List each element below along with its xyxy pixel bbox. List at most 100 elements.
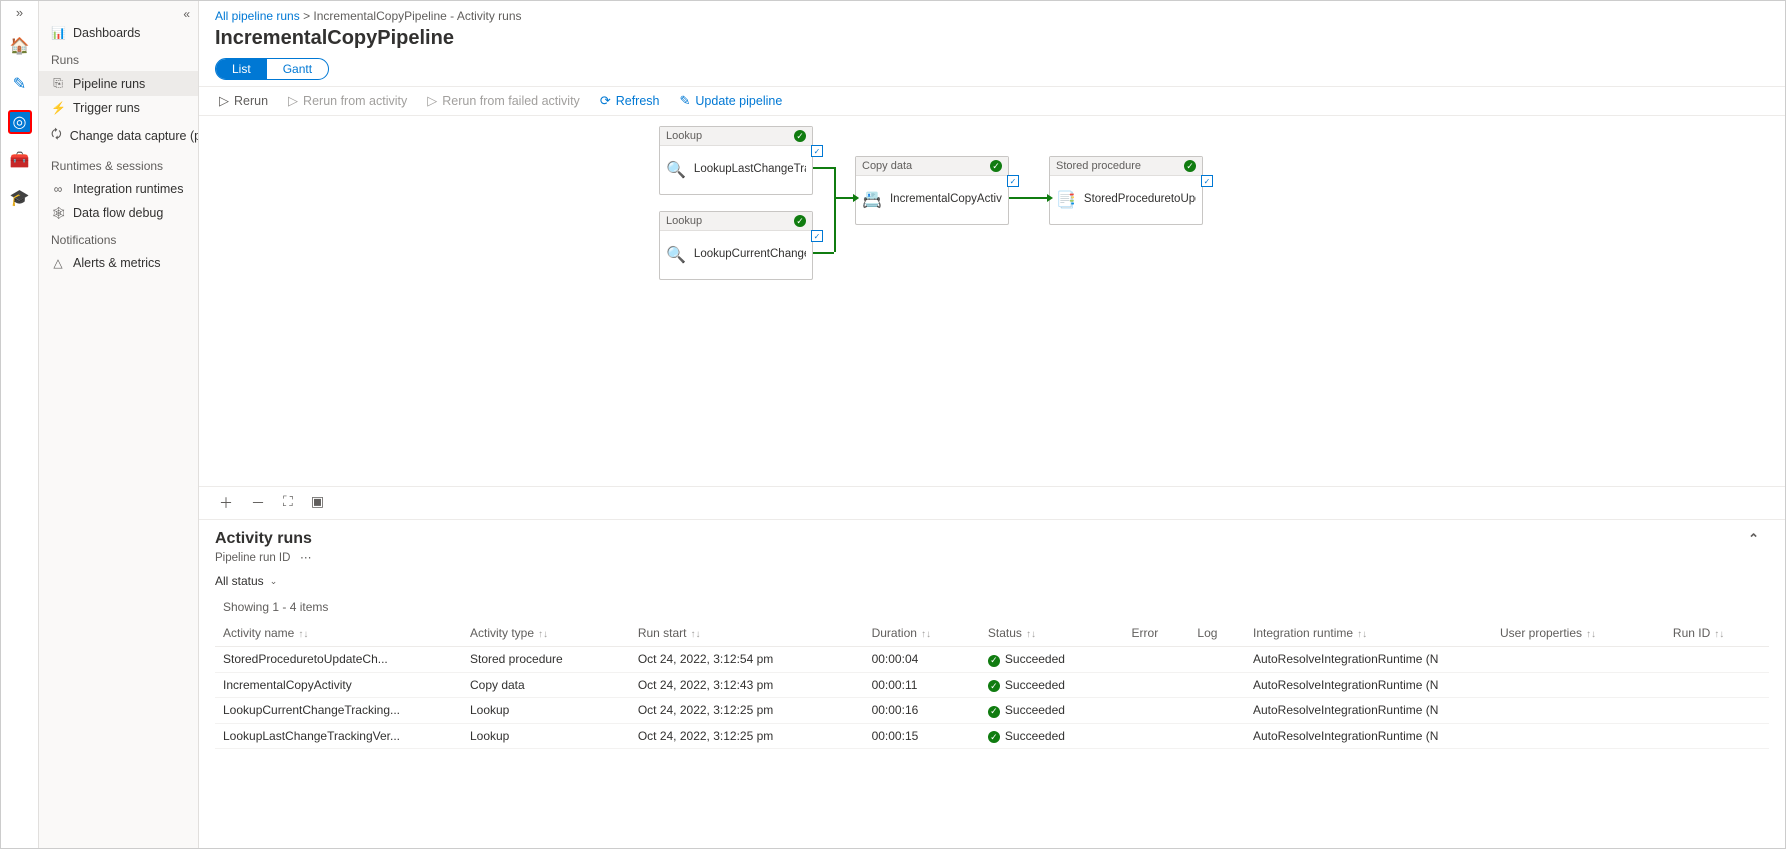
node-label: LookupCurrentChangeTrackingVersio... bbox=[694, 248, 806, 262]
breadcrumb-link[interactable]: All pipeline runs bbox=[215, 9, 300, 23]
node-header: Lookup ✓ bbox=[660, 127, 812, 146]
toolbox-icon[interactable]: 🧰 bbox=[8, 148, 32, 172]
rerun-activity-label: Rerun from activity bbox=[303, 94, 407, 108]
view-tabs: List Gantt bbox=[199, 58, 1785, 87]
status-filter-label: All status bbox=[215, 574, 264, 588]
node-n3[interactable]: Copy data ✓ 📇 IncrementalCopyActivity bbox=[855, 156, 1009, 225]
cell bbox=[1124, 672, 1190, 698]
sidebar-item-alerts-metrics[interactable]: △ Alerts & metrics bbox=[39, 251, 198, 275]
sidebar-item-label: Pipeline runs bbox=[73, 77, 145, 91]
sidebar-item-label: Alerts & metrics bbox=[73, 256, 161, 270]
node-type-label: Lookup bbox=[666, 215, 702, 227]
chevron-down-icon: ⌄ bbox=[270, 576, 278, 587]
pencil-icon[interactable]: ✎ bbox=[8, 72, 32, 96]
node-type-label: Copy data bbox=[862, 160, 912, 172]
node-activity-icon: 🔍 bbox=[666, 244, 686, 266]
rerun-button[interactable]: ▷ Rerun bbox=[219, 93, 268, 109]
node-body: 📑 StoredProceduretoUpdateChangeTra... bbox=[1050, 176, 1202, 224]
fullscreen-icon[interactable]: ▣ bbox=[311, 493, 324, 513]
sidebar-item-data-flow-debug[interactable]: 🕸 Data flow debug bbox=[39, 201, 198, 225]
rerun-activity-icon: ▷ bbox=[288, 93, 298, 109]
table-row[interactable]: StoredProceduretoUpdateCh...Stored proce… bbox=[215, 647, 1769, 673]
refresh-icon: ⟳ bbox=[600, 93, 611, 109]
col-log[interactable]: Log bbox=[1189, 620, 1245, 647]
cell bbox=[1189, 672, 1245, 698]
sidebar-item-dashboards[interactable]: 📊Dashboards bbox=[39, 21, 198, 45]
cell: Stored procedure bbox=[462, 647, 630, 673]
tab-list[interactable]: List bbox=[216, 59, 267, 79]
rerun-icon: ▷ bbox=[219, 93, 229, 109]
col-error[interactable]: Error bbox=[1124, 620, 1190, 647]
col-run-id[interactable]: Run ID↑↓ bbox=[1665, 620, 1769, 647]
node-activity-icon: 📑 bbox=[1056, 189, 1076, 211]
status-filter[interactable]: All status ⌄ bbox=[215, 574, 277, 588]
cell: 00:00:11 bbox=[864, 672, 980, 698]
breadcrumb: All pipeline runs > IncrementalCopyPipel… bbox=[199, 1, 1785, 25]
rerun-failed-label: Rerun from failed activity bbox=[442, 94, 580, 108]
node-header: Lookup ✓ bbox=[660, 212, 812, 231]
table-row[interactable]: LookupCurrentChangeTracking...LookupOct … bbox=[215, 698, 1769, 724]
pipeline-canvas[interactable]: Lookup ✓ 🔍 LookupLastChangeTrackingVersi… bbox=[199, 116, 1785, 486]
cell: 00:00:04 bbox=[864, 647, 980, 673]
col-activity-name[interactable]: Activity name↑↓ bbox=[215, 620, 462, 647]
sidebar-group-label: Notifications bbox=[39, 225, 198, 251]
sidebar-item-cdc[interactable]: 🗘Change data capture (previ... bbox=[39, 120, 198, 151]
table-row[interactable]: IncrementalCopyActivityCopy dataOct 24, … bbox=[215, 672, 1769, 698]
collapse-panel-icon[interactable]: ⌃ bbox=[1748, 531, 1769, 547]
sidebar-group-label: Runs bbox=[39, 45, 198, 71]
update-pipeline-button[interactable]: ✎ Update pipeline bbox=[680, 93, 783, 109]
cell: LookupLastChangeTrackingVer... bbox=[215, 723, 462, 749]
success-icon: ✓ bbox=[1184, 160, 1196, 172]
success-icon: ✓ bbox=[794, 215, 806, 227]
zoom-in-icon[interactable]: ＋ bbox=[219, 493, 233, 513]
table-row[interactable]: LookupLastChangeTrackingVer...LookupOct … bbox=[215, 723, 1769, 749]
edit-icon: ✎ bbox=[680, 93, 691, 109]
node-n4[interactable]: Stored procedure ✓ 📑 StoredProceduretoUp… bbox=[1049, 156, 1203, 225]
cell: ✓Succeeded bbox=[980, 698, 1124, 724]
zoom-out-icon[interactable]: － bbox=[251, 493, 265, 513]
sidebar-item-label: Trigger runs bbox=[73, 101, 140, 115]
sidebar-item-label: Change data capture (previ... bbox=[70, 129, 198, 143]
cell: Lookup bbox=[462, 723, 630, 749]
monitor-icon[interactable]: ◎ bbox=[8, 110, 32, 134]
integration-runtimes-icon: ∞ bbox=[51, 182, 65, 196]
cell: 00:00:15 bbox=[864, 723, 980, 749]
col-integration-runtime[interactable]: Integration runtime↑↓ bbox=[1245, 620, 1492, 647]
sidebar-collapse-icon[interactable]: « bbox=[39, 7, 198, 21]
node-activity-icon: 📇 bbox=[862, 189, 882, 211]
sidebar-item-label: Dashboards bbox=[73, 26, 140, 40]
cell bbox=[1124, 647, 1190, 673]
col-status[interactable]: Status↑↓ bbox=[980, 620, 1124, 647]
cell: Oct 24, 2022, 3:12:25 pm bbox=[630, 698, 864, 724]
pipeline-runs-icon: ⎘ bbox=[51, 76, 65, 91]
sidebar-item-pipeline-runs[interactable]: ⎘ Pipeline runs bbox=[39, 71, 198, 96]
col-activity-type[interactable]: Activity type↑↓ bbox=[462, 620, 630, 647]
node-body: 🔍 LookupLastChangeTrackingVersionAc... bbox=[660, 146, 812, 194]
col-duration[interactable]: Duration↑↓ bbox=[864, 620, 980, 647]
cell: Oct 24, 2022, 3:12:25 pm bbox=[630, 723, 864, 749]
tab-gantt[interactable]: Gantt bbox=[267, 59, 328, 79]
sidebar-item-integration-runtimes[interactable]: ∞Integration runtimes bbox=[39, 177, 198, 201]
col-user-properties[interactable]: User properties↑↓ bbox=[1492, 620, 1665, 647]
port-success-icon: ✓ bbox=[1201, 175, 1213, 187]
trigger-runs-icon: ⚡ bbox=[51, 101, 65, 115]
rail-expand-icon[interactable]: » bbox=[16, 5, 23, 20]
alerts-metrics-icon: △ bbox=[51, 256, 65, 270]
refresh-button[interactable]: ⟳ Refresh bbox=[600, 93, 660, 109]
node-body: 📇 IncrementalCopyActivity bbox=[856, 176, 1008, 224]
node-n1[interactable]: Lookup ✓ 🔍 LookupLastChangeTrackingVersi… bbox=[659, 126, 813, 195]
learn-icon[interactable]: 🎓 bbox=[8, 186, 32, 210]
breadcrumb-sep: > bbox=[303, 9, 313, 23]
cell bbox=[1124, 723, 1190, 749]
sidebar-item-trigger-runs[interactable]: ⚡ Trigger runs bbox=[39, 96, 198, 120]
col-run-start[interactable]: Run start↑↓ bbox=[630, 620, 864, 647]
tab-pill: List Gantt bbox=[215, 58, 329, 80]
data-flow-debug-icon: 🕸 bbox=[51, 206, 65, 220]
node-n2[interactable]: Lookup ✓ 🔍 LookupCurrentChangeTrackingVe… bbox=[659, 211, 813, 280]
home-icon[interactable]: 🏠 bbox=[8, 34, 32, 58]
cell: AutoResolveIntegrationRuntime (N bbox=[1245, 647, 1492, 673]
cell: ✓Succeeded bbox=[980, 647, 1124, 673]
sidebar-item-label: Data flow debug bbox=[73, 206, 163, 220]
fit-icon[interactable]: ⛶ bbox=[283, 493, 293, 513]
cell: IncrementalCopyActivity bbox=[215, 672, 462, 698]
